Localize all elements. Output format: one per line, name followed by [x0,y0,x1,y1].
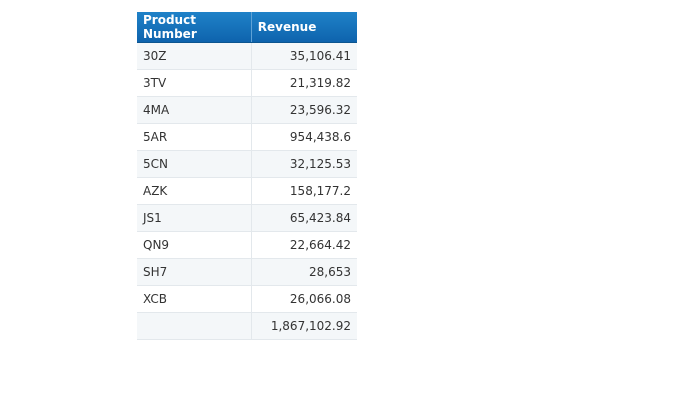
product-number-cell: SH7 [137,258,252,286]
table-row: XCB 26,066.08 [137,285,357,313]
revenue-cell: 35,106.41 [251,42,357,70]
product-number-cell: 5CN [137,150,252,178]
column-header-product-number[interactable]: Product Number [137,12,252,43]
revenue-cell: 954,438.6 [251,123,357,151]
product-number-cell: AZK [137,177,252,205]
revenue-cell: 26,066.08 [251,285,357,313]
table-header: Product Number Revenue [137,12,357,43]
revenue-cell: 158,177.2 [251,177,357,205]
revenue-cell: 22,664.42 [251,231,357,259]
revenue-cell: 65,423.84 [251,204,357,232]
revenue-cell: 23,596.32 [251,96,357,124]
table-footer: 1,867,102.92 [137,312,357,340]
table-row: AZK 158,177.2 [137,177,357,205]
header-row: Product Number Revenue [137,12,357,43]
revenue-cell: 28,653 [251,258,357,286]
table-row: JS1 65,423.84 [137,204,357,232]
table-row: 30Z 35,106.41 [137,42,357,70]
product-number-cell: QN9 [137,231,252,259]
table-row: QN9 22,664.42 [137,231,357,259]
table-row: 3TV 21,319.82 [137,69,357,97]
total-row: 1,867,102.92 [137,312,357,340]
table-row: 5AR 954,438.6 [137,123,357,151]
product-number-cell: 4MA [137,96,252,124]
column-header-revenue[interactable]: Revenue [251,12,357,43]
product-number-cell: 3TV [137,69,252,97]
table-row: SH7 28,653 [137,258,357,286]
product-number-cell: JS1 [137,204,252,232]
revenue-table: Product Number Revenue 30Z 35,106.41 3TV… [137,12,357,340]
revenue-cell: 32,125.53 [251,150,357,178]
total-revenue-cell: 1,867,102.92 [251,312,357,340]
table-row: 4MA 23,596.32 [137,96,357,124]
product-number-cell: 5AR [137,123,252,151]
product-number-cell: 30Z [137,42,252,70]
product-number-cell: XCB [137,285,252,313]
revenue-cell: 21,319.82 [251,69,357,97]
total-label-cell [137,312,252,340]
table-body: 30Z 35,106.41 3TV 21,319.82 4MA 23,596.3… [137,42,357,313]
table-row: 5CN 32,125.53 [137,150,357,178]
